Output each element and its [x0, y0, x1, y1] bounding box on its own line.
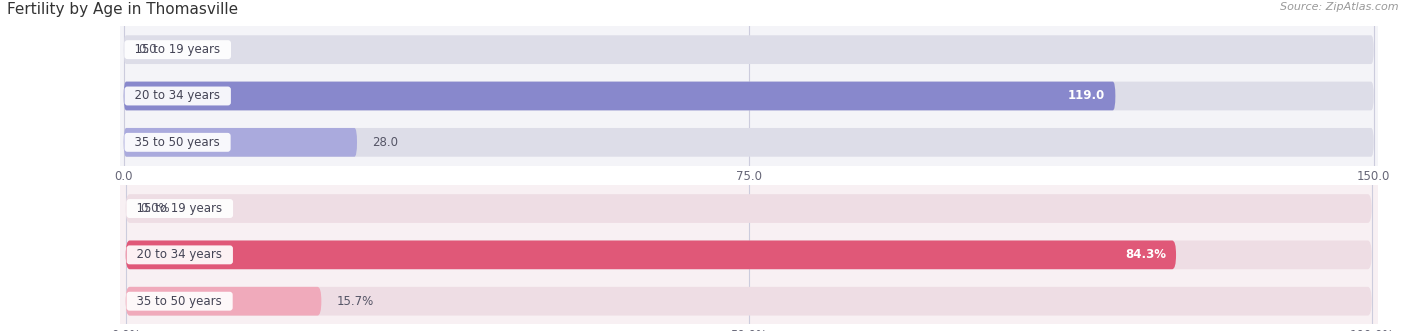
FancyBboxPatch shape: [124, 128, 357, 157]
FancyBboxPatch shape: [125, 241, 1372, 269]
FancyBboxPatch shape: [124, 35, 1374, 64]
Text: 0.0: 0.0: [139, 43, 157, 56]
FancyBboxPatch shape: [124, 82, 1374, 110]
FancyBboxPatch shape: [125, 287, 1372, 315]
Text: 84.3%: 84.3%: [1125, 248, 1166, 261]
FancyBboxPatch shape: [124, 128, 1374, 157]
FancyBboxPatch shape: [125, 194, 1372, 223]
Text: 28.0: 28.0: [373, 136, 398, 149]
Text: 15.7%: 15.7%: [336, 295, 374, 308]
Text: 35 to 50 years: 35 to 50 years: [129, 295, 229, 308]
Text: 119.0: 119.0: [1069, 89, 1105, 103]
Text: 20 to 34 years: 20 to 34 years: [128, 89, 228, 103]
Text: Fertility by Age in Thomasville: Fertility by Age in Thomasville: [7, 2, 238, 17]
Text: 15 to 19 years: 15 to 19 years: [129, 202, 231, 215]
Text: Source: ZipAtlas.com: Source: ZipAtlas.com: [1281, 2, 1399, 12]
FancyBboxPatch shape: [125, 241, 1175, 269]
Text: 35 to 50 years: 35 to 50 years: [128, 136, 228, 149]
Text: 20 to 34 years: 20 to 34 years: [129, 248, 231, 261]
FancyBboxPatch shape: [125, 287, 322, 315]
Text: 0.0%: 0.0%: [141, 202, 170, 215]
FancyBboxPatch shape: [124, 82, 1115, 110]
Text: 15 to 19 years: 15 to 19 years: [128, 43, 228, 56]
